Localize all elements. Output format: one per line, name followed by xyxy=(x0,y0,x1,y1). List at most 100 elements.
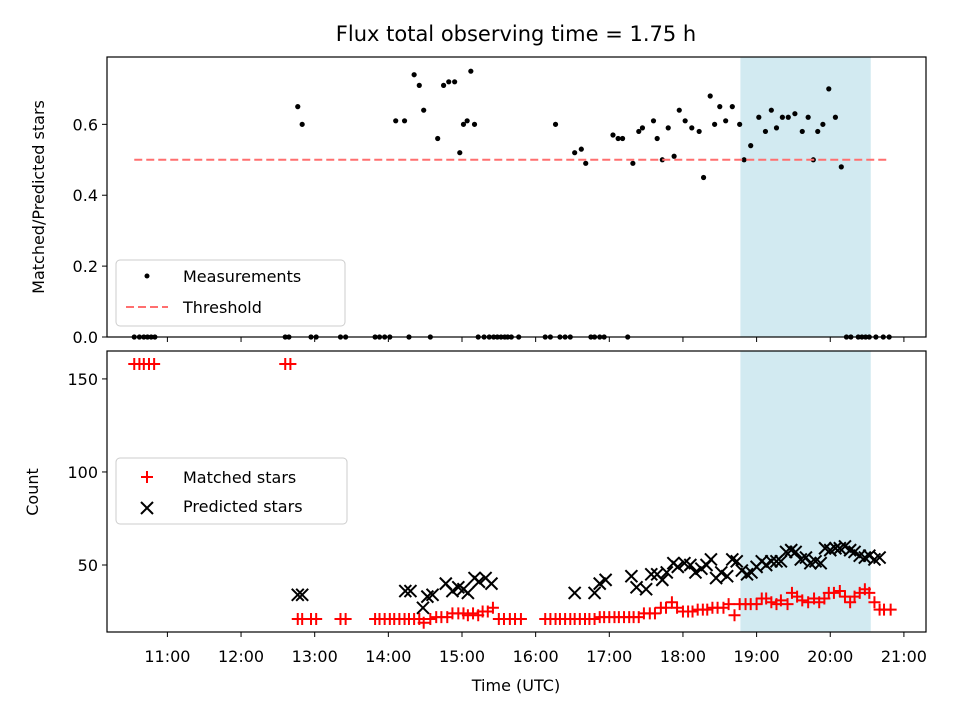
measurement-point xyxy=(421,107,427,113)
bottom-x-axis-label: Time (UTC) xyxy=(471,676,560,695)
predicted-star-point xyxy=(725,552,740,567)
legend-measurements: Measurements xyxy=(183,267,301,286)
measurement-point xyxy=(676,107,682,113)
predicted-star-point xyxy=(788,545,803,559)
bottom-x-tick-label: 17:00 xyxy=(586,647,632,666)
predicted-star-point xyxy=(872,550,887,565)
predicted-star-point xyxy=(671,560,685,574)
top-plot: 0.0 0.2 0.4 0.6 Matched/Predicted stars Mea… xyxy=(29,56,927,347)
bottom-legend: Matched stars Predicted stars xyxy=(115,457,348,525)
measurement-point xyxy=(682,118,688,124)
measurement-point xyxy=(578,146,584,152)
measurement-point xyxy=(411,72,417,78)
predicted-star-point xyxy=(624,569,639,583)
matched-star-point xyxy=(884,603,897,616)
top-x-axis-ticks xyxy=(166,337,905,342)
bottom-x-tick-label: 21:00 xyxy=(881,647,927,666)
measurement-point xyxy=(805,114,811,120)
top-legend: Measurements Threshold xyxy=(115,259,346,327)
measurement-point xyxy=(689,125,695,131)
measurement-point xyxy=(572,150,578,156)
predicted-star-point xyxy=(644,567,658,582)
predicted-star-point xyxy=(291,588,305,602)
measurement-point xyxy=(712,121,718,127)
measurement-point xyxy=(416,82,422,88)
measurement-point xyxy=(832,114,839,120)
bottom-y-tick-label: 100 xyxy=(67,463,98,482)
matched-star-point xyxy=(514,612,527,625)
matched-star-points xyxy=(128,358,897,629)
matched-star-point xyxy=(765,596,778,609)
measurement-point xyxy=(707,93,713,99)
measurement-point xyxy=(741,157,747,163)
predicted-star-point xyxy=(416,601,430,615)
measurement-point xyxy=(650,118,657,124)
bottom-y-axis-ticks: 50 100 150 xyxy=(67,370,107,575)
measurement-point xyxy=(820,121,826,127)
predicted-star-point xyxy=(720,569,734,583)
measurement-point xyxy=(785,114,791,120)
predicted-star-point xyxy=(683,558,698,572)
predicted-star-point xyxy=(730,554,744,568)
matched-star-point xyxy=(461,609,474,622)
matched-star-point xyxy=(417,616,430,629)
bottom-legend-box xyxy=(115,457,348,525)
measurement-point xyxy=(583,160,589,166)
matched-legend-marker xyxy=(141,471,153,483)
measurement-point xyxy=(762,128,769,135)
measurement-point xyxy=(615,135,621,142)
legend-threshold: Threshold xyxy=(182,298,262,317)
measurement-point xyxy=(295,104,301,110)
measurement-point xyxy=(471,121,478,127)
measurement-point xyxy=(468,68,474,74)
top-y-axis-ticks: 0.0 0.2 0.4 0.6 xyxy=(73,115,107,347)
top-y-tick-label: 0.4 xyxy=(73,186,98,205)
predicted-star-point xyxy=(598,573,613,587)
measurement-point xyxy=(665,125,671,131)
predicted-star-point xyxy=(587,586,602,600)
predicted-legend-marker xyxy=(140,501,154,515)
predicted-star-point xyxy=(445,584,460,598)
predicted-star-point xyxy=(398,584,412,598)
predicted-star-point xyxy=(740,567,754,582)
predicted-star-point xyxy=(425,588,440,602)
measurement-point xyxy=(446,79,452,85)
measurement-point xyxy=(464,118,470,124)
predicted-star-point xyxy=(295,588,309,602)
predicted-star-point xyxy=(403,584,418,598)
matched-star-point xyxy=(310,612,323,625)
predicted-star-point xyxy=(484,576,499,591)
measurement-point xyxy=(773,125,780,131)
measurements-legend-marker xyxy=(144,273,150,279)
bottom-highlight-region xyxy=(740,351,871,632)
predicted-star-point xyxy=(764,554,779,568)
matched-star-point xyxy=(648,607,661,620)
matched-star-point xyxy=(588,612,601,625)
bottom-y-tick-label: 50 xyxy=(78,556,98,575)
measurement-point xyxy=(630,160,636,166)
measurement-point xyxy=(729,104,735,110)
predicted-star-point xyxy=(639,582,653,596)
measurement-point xyxy=(610,132,616,138)
matched-star-point xyxy=(863,586,876,599)
matched-star-point xyxy=(339,612,352,625)
bottom-x-tick-label: 11:00 xyxy=(144,647,190,666)
legend-predicted-stars: Predicted stars xyxy=(183,497,303,516)
matched-star-point xyxy=(284,358,297,371)
measurement-point xyxy=(792,111,798,117)
bottom-x-tick-label: 18:00 xyxy=(660,647,706,666)
legend-matched-stars: Matched stars xyxy=(183,468,296,487)
matched-star-point xyxy=(827,586,840,599)
measurement-point xyxy=(768,107,774,113)
matched-star-point xyxy=(686,605,699,618)
bottom-y-axis-label: Count xyxy=(23,468,42,516)
measurement-point xyxy=(723,118,729,124)
top-highlight-region xyxy=(740,57,871,337)
bottom-x-tick-label: 12:00 xyxy=(218,647,264,666)
top-axes-frame xyxy=(106,56,927,338)
matched-star-point xyxy=(728,609,741,622)
bottom-y-tick-label: 150 xyxy=(67,370,98,389)
bottom-x-tick-label: 19:00 xyxy=(734,647,780,666)
bottom-axes-frame xyxy=(106,350,927,633)
